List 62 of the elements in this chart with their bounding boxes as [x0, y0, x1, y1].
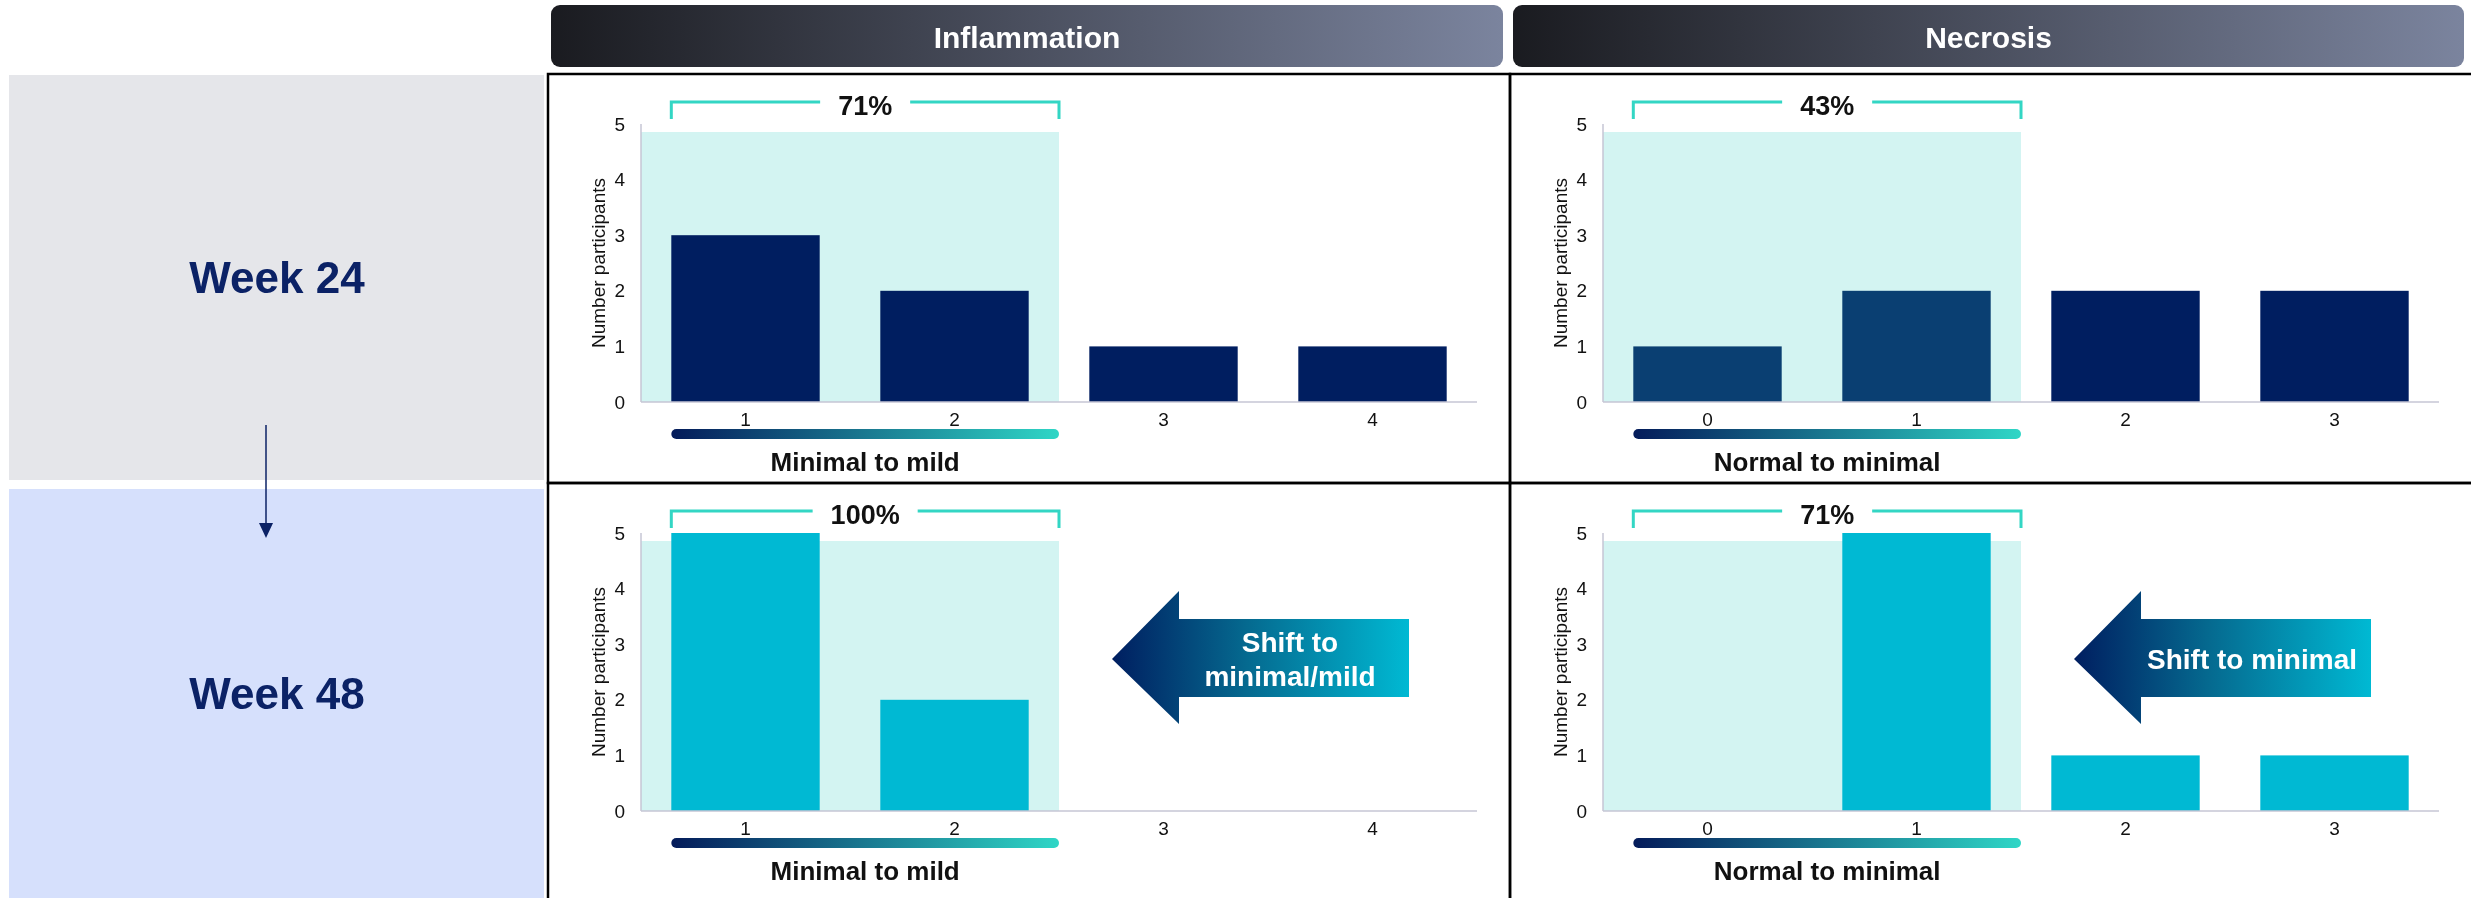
- x-tick-label: 3: [2329, 817, 2340, 839]
- y-axis-title: Number participants: [1549, 177, 1571, 349]
- y-tick-label: 3: [614, 633, 625, 655]
- x-tick-label: 4: [1367, 817, 1379, 839]
- y-axis-title: Number participants: [1549, 586, 1571, 758]
- y-tick-label: 4: [614, 169, 626, 191]
- x-tick-label: 1: [740, 817, 751, 839]
- y-tick-label: 4: [614, 578, 626, 600]
- x-tick-label: 4: [1367, 408, 1379, 430]
- band-label: 43%: [1800, 91, 1855, 121]
- x-tick-label: 2: [2120, 817, 2131, 839]
- y-tick-label: 4: [1576, 169, 1588, 191]
- x-tick-label: 2: [2120, 408, 2131, 430]
- x-axis-title: Normal to minimal: [1713, 447, 1941, 477]
- bar: [880, 290, 1029, 402]
- x-tick-label: 0: [1702, 817, 1713, 839]
- y-tick-label: 0: [1576, 391, 1587, 413]
- x-tick-label: 3: [2329, 408, 2340, 430]
- y-tick-label: 5: [1576, 522, 1587, 544]
- text: Week 48: [189, 669, 365, 718]
- x-tick-label: 2: [949, 817, 960, 839]
- y-tick-label: 2: [1576, 280, 1587, 302]
- annotation: Shift to minimal/mild: [1204, 626, 1376, 692]
- y-tick-label: 1: [614, 335, 625, 357]
- y-tick-label: 5: [614, 113, 625, 135]
- annotation: Shift to minimal: [2147, 643, 2357, 675]
- x-tick-label: 1: [1911, 408, 1922, 430]
- y-tick-label: 5: [614, 522, 625, 544]
- x-tick-label: 1: [1911, 817, 1922, 839]
- x-tick-label: 1: [740, 408, 751, 430]
- y-tick-label: 3: [614, 224, 625, 246]
- y-tick-label: 3: [1576, 224, 1587, 246]
- bar: [1298, 346, 1447, 402]
- y-tick-label: 0: [614, 391, 625, 413]
- x-tick-label: 3: [1158, 817, 1169, 839]
- text: Week 24: [189, 253, 366, 302]
- bar: [1089, 346, 1238, 402]
- y-tick-label: 2: [1576, 689, 1587, 711]
- y-axis-title: Number participants: [587, 586, 609, 758]
- y-tick-label: 5: [1576, 113, 1587, 135]
- y-tick-label: 3: [1576, 633, 1587, 655]
- chart-title: Inflammation: [933, 20, 1121, 54]
- band-label: 71%: [838, 91, 893, 121]
- x-axis-title: Normal to minimal: [1713, 856, 1941, 886]
- y-tick-label: 2: [614, 280, 625, 302]
- y-tick-label: 0: [1576, 800, 1587, 822]
- y-tick-label: 1: [1576, 335, 1587, 357]
- y-tick-label: 2: [614, 689, 625, 711]
- x-tick-label: 2: [949, 408, 960, 430]
- y-tick-label: 1: [1576, 744, 1587, 766]
- x-tick-label: 3: [1158, 408, 1169, 430]
- bar: [671, 235, 820, 402]
- band-label: 100%: [830, 500, 900, 530]
- band-label: 71%: [1800, 500, 1855, 530]
- x-axis-title: Minimal to mild: [770, 856, 960, 886]
- y-tick-label: 0: [614, 800, 625, 822]
- chart-title: Necrosis: [1925, 20, 2052, 54]
- x-axis-title: Minimal to mild: [770, 447, 960, 477]
- y-tick-label: 4: [1576, 578, 1588, 600]
- y-tick-label: 1: [614, 744, 625, 766]
- x-tick-label: 0: [1702, 408, 1713, 430]
- y-axis-title: Number participants: [587, 177, 609, 349]
